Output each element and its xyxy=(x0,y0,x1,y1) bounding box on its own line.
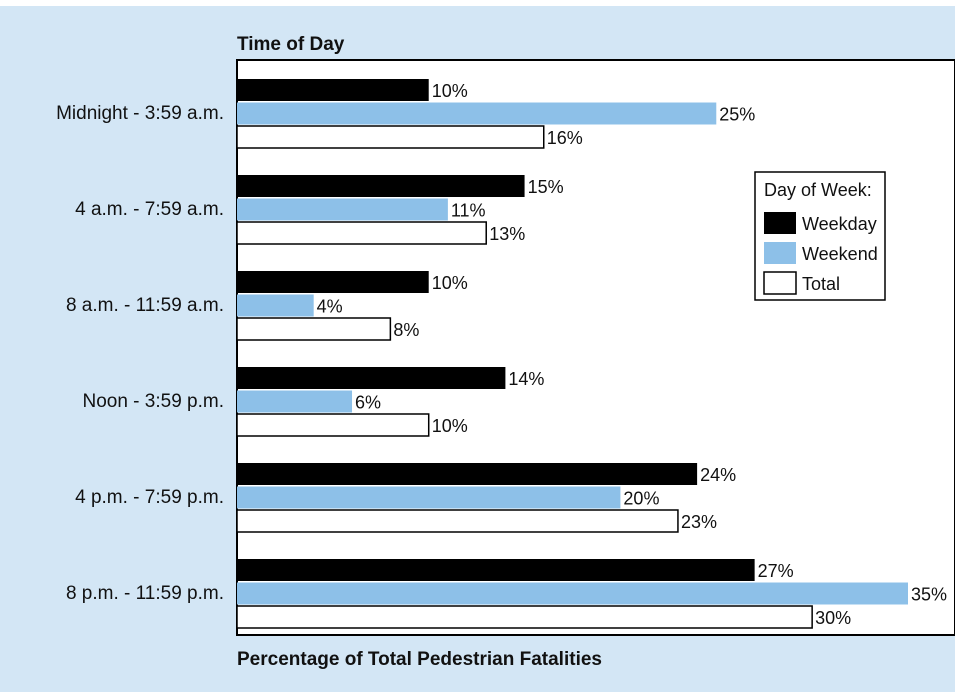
bar-total xyxy=(236,509,679,533)
data-label: 20% xyxy=(623,489,659,509)
category-label: Midnight - 3:59 a.m. xyxy=(56,103,224,124)
bars-group: 10% 25% 16% 15% 11%13% 10% 4% 8% 14% 6% 10% 24% 20% 2… xyxy=(236,79,947,629)
legend-swatch-total xyxy=(763,271,797,295)
bar-weekend xyxy=(237,198,448,221)
data-label: 6% xyxy=(355,393,381,413)
bar-weekday xyxy=(237,367,506,389)
data-label: 13% xyxy=(489,224,525,244)
bar-weekday xyxy=(237,79,429,101)
chart-title: Time of Day xyxy=(237,34,345,55)
plot-frame xyxy=(236,59,955,636)
bar-total xyxy=(236,317,392,341)
legend-swatch-weekday xyxy=(764,212,796,234)
bar-total xyxy=(236,125,545,149)
data-label: 30% xyxy=(815,608,851,628)
data-label: 16% xyxy=(547,128,583,148)
bar-weekend xyxy=(237,102,717,125)
data-label: 14% xyxy=(508,369,544,389)
bar-total xyxy=(236,605,813,629)
category-labels: Midnight - 3:59 a.m. 4 a.m. - 7:59 a.m. 8 … xyxy=(56,103,224,604)
bar-weekend xyxy=(237,294,314,317)
bar-weekend xyxy=(237,486,621,509)
data-label: 23% xyxy=(681,512,717,532)
legend-label-weekend: Weekend xyxy=(802,244,878,264)
category-label: 4 p.m. - 7:59 p.m. xyxy=(75,487,224,508)
bar-weekday xyxy=(237,463,698,485)
legend: Day of Week: Weekday Weekend Total xyxy=(754,171,886,301)
bar-weekday xyxy=(237,175,525,197)
data-label: 15% xyxy=(528,177,564,197)
data-label: 27% xyxy=(758,561,794,581)
data-label: 10% xyxy=(432,273,468,293)
bar-weekend xyxy=(237,582,908,605)
legend-label-weekday: Weekday xyxy=(802,214,877,234)
category-label: 4 a.m. - 7:59 a.m. xyxy=(75,199,224,220)
legend-title: Day of Week: xyxy=(764,180,872,200)
bar-weekday xyxy=(237,271,429,293)
bar-weekday xyxy=(237,559,755,581)
data-label: 10% xyxy=(432,81,468,101)
legend-label-total: Total xyxy=(802,274,840,294)
plot-area xyxy=(236,59,955,636)
x-axis-label: Percentage of Total Pedestrian Fatalitie… xyxy=(237,649,602,670)
bar-total xyxy=(236,413,430,437)
bar-chart: Time of Day 10% 25% 16% 15% 11%13% 10% 4% 8% 14%… xyxy=(56,34,955,670)
chart-background: Time of Day 10% 25% 16% 15% 11% 13% 10% 4% 8% 14%… xyxy=(0,6,955,692)
data-label: 4% xyxy=(317,297,343,317)
category-label: 8 p.m. - 11:59 p.m. xyxy=(66,583,224,604)
data-label: 10% xyxy=(432,416,468,436)
category-label: Noon - 3:59 p.m. xyxy=(82,391,224,412)
category-label: 8 a.m. - 11:59 a.m. xyxy=(66,295,224,316)
data-label: 35% xyxy=(911,585,947,605)
data-label: 24% xyxy=(700,465,736,485)
data-label: 11% xyxy=(451,201,486,221)
bar-weekend xyxy=(237,390,353,413)
data-label: 8% xyxy=(393,320,419,340)
data-label: 25% xyxy=(719,105,755,125)
bar-total xyxy=(236,221,487,245)
legend-swatch-weekend xyxy=(764,242,796,264)
